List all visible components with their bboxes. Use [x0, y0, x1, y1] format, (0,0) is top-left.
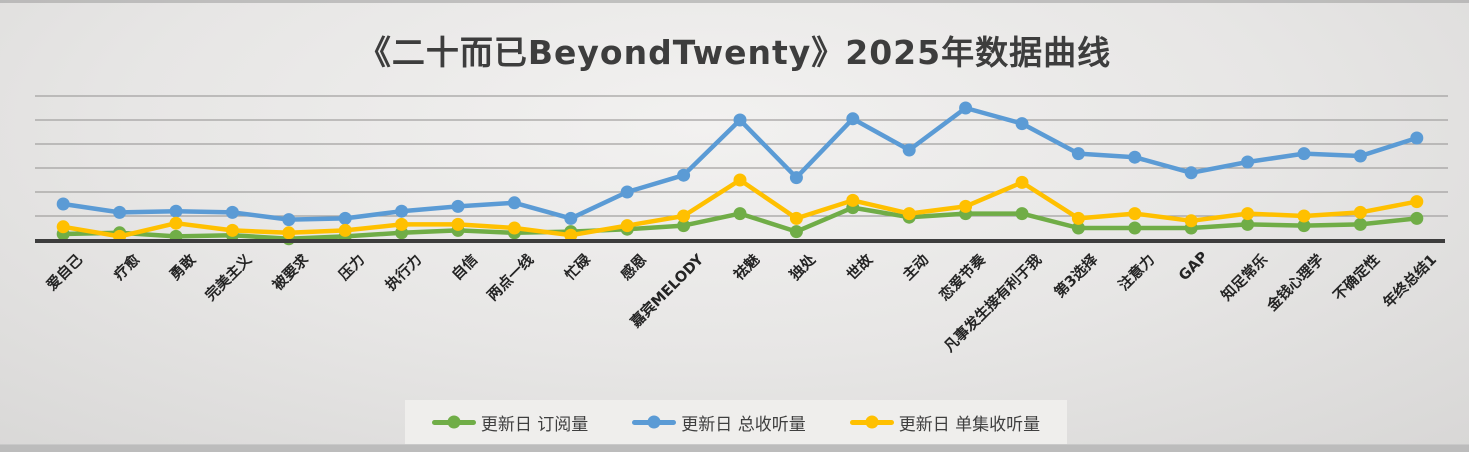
data-point — [959, 199, 973, 213]
data-point — [733, 207, 747, 221]
data-point — [677, 209, 691, 223]
data-point — [1241, 207, 1255, 221]
legend-dot-icon — [865, 415, 879, 429]
data-point — [507, 196, 521, 210]
legend-label: 更新日 单集收听量 — [898, 414, 1041, 435]
data-point — [677, 168, 691, 182]
legend-label: 更新日 订阅量 — [480, 414, 589, 435]
data-point — [620, 185, 634, 199]
data-point — [1128, 221, 1142, 235]
data-point — [564, 228, 578, 242]
data-point — [1071, 147, 1085, 161]
data-point — [169, 204, 183, 218]
data-point — [1071, 221, 1085, 235]
legend-line-marker-icon — [849, 415, 894, 430]
data-point — [56, 197, 70, 211]
data-point — [1410, 195, 1424, 209]
data-point — [789, 171, 803, 185]
data-point — [620, 219, 634, 233]
bottom-strip — [0, 444, 1469, 452]
legend-item: 更新日 订阅量 — [431, 410, 589, 435]
top-edge-strip — [0, 0, 1469, 3]
data-point — [1297, 219, 1311, 233]
data-point — [1015, 117, 1029, 131]
data-point — [1128, 150, 1142, 164]
data-point — [338, 211, 352, 225]
data-point — [789, 211, 803, 225]
legend-dot-icon — [647, 415, 661, 429]
data-point — [338, 223, 352, 237]
data-point — [1015, 175, 1029, 189]
data-point — [56, 220, 70, 234]
data-point — [225, 223, 239, 237]
data-point — [959, 101, 973, 115]
legend-line-marker-icon — [431, 415, 476, 430]
legend: 更新日 订阅量 更新日 总收听量 更新日 单集收听量 — [405, 400, 1067, 444]
data-point — [1128, 207, 1142, 221]
legend-label: 更新日 总收听量 — [681, 414, 806, 435]
legend-item: 更新日 单集收听量 — [849, 410, 1041, 435]
data-point — [1184, 214, 1198, 228]
data-point — [1015, 207, 1029, 221]
data-point — [451, 217, 465, 231]
data-point — [789, 225, 803, 239]
data-point — [733, 173, 747, 187]
data-point — [1297, 209, 1311, 223]
data-point — [1410, 211, 1424, 225]
data-point — [282, 213, 296, 227]
data-point — [451, 199, 465, 213]
legend-line-marker-icon — [632, 415, 677, 430]
data-point — [902, 207, 916, 221]
data-point — [1297, 147, 1311, 161]
chart-title: 《二十而已BeyondTwenty》2025年数据曲线 — [357, 33, 1112, 72]
data-point — [1241, 217, 1255, 231]
data-point — [395, 204, 409, 218]
data-point — [1184, 166, 1198, 180]
data-point — [507, 221, 521, 235]
data-point — [846, 193, 860, 207]
data-point — [282, 226, 296, 240]
data-point — [1071, 211, 1085, 225]
data-point — [1353, 149, 1367, 163]
data-point — [1353, 217, 1367, 231]
legend-item: 更新日 总收听量 — [632, 410, 806, 435]
data-point — [113, 205, 127, 219]
data-point — [677, 219, 691, 233]
data-point — [1241, 155, 1255, 169]
data-point — [1353, 205, 1367, 219]
data-point — [225, 205, 239, 219]
data-point — [1410, 131, 1424, 145]
data-point — [733, 113, 747, 127]
data-point — [846, 112, 860, 126]
data-point — [169, 216, 183, 230]
data-point — [564, 211, 578, 225]
data-point — [902, 143, 916, 157]
data-point — [395, 217, 409, 231]
legend-dot-icon — [447, 415, 461, 429]
